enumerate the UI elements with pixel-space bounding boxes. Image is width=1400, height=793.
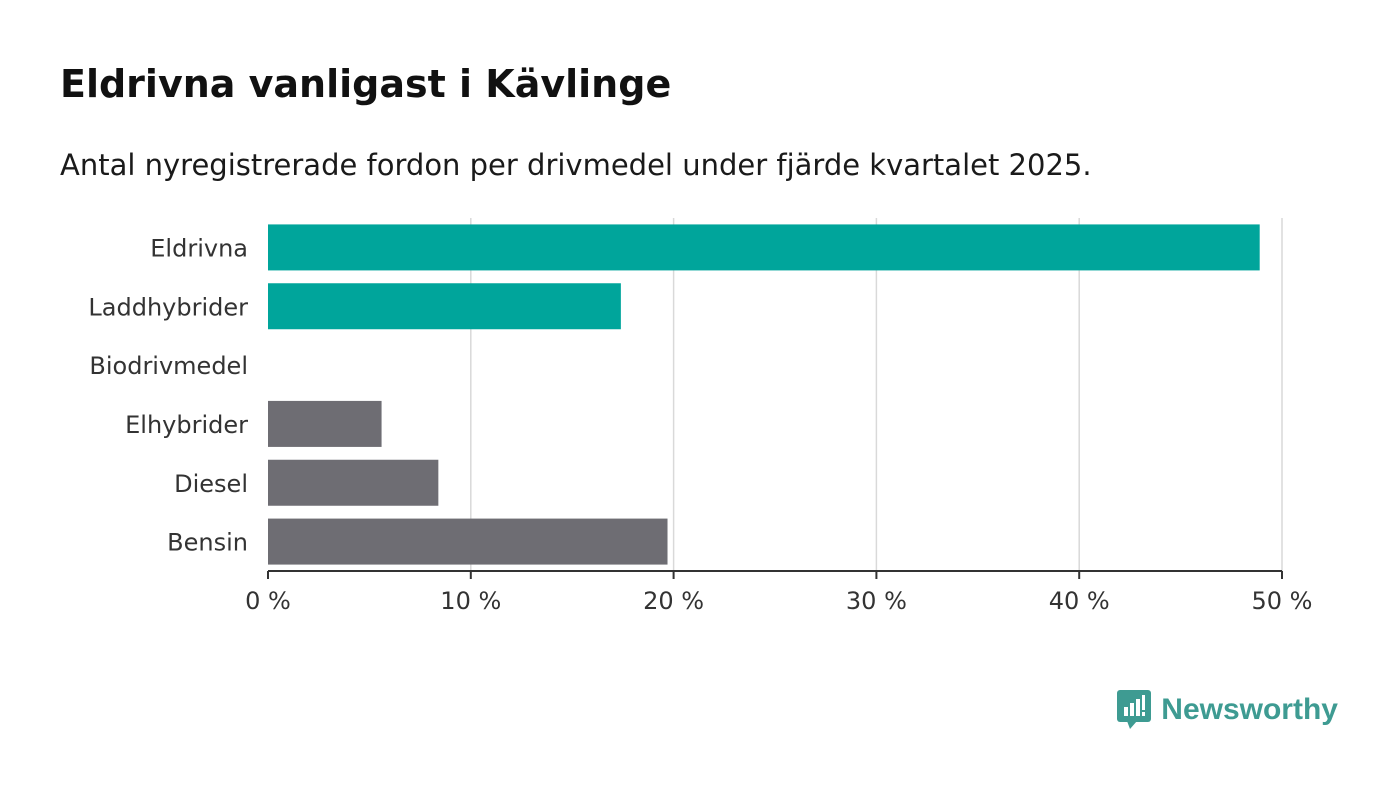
gridlines <box>470 218 1283 571</box>
category-label: Eldrivna <box>150 234 248 262</box>
category-label: Bensin <box>167 529 248 557</box>
category-label: Laddhybrider <box>88 293 248 321</box>
chart-title: Eldrivna vanligast i Kävlinge <box>60 62 672 106</box>
x-tick-label: 0 % <box>245 587 291 615</box>
bar <box>268 518 668 565</box>
newsworthy-logo: Newsworthy <box>1117 690 1338 730</box>
category-label: Elhybrider <box>125 411 248 439</box>
x-axis: 0 % 10 % 20 % 30 % 40 % 50 % <box>245 570 1313 615</box>
x-tick-label: 30 % <box>846 587 907 615</box>
category-label: Diesel <box>174 470 248 498</box>
bar <box>268 224 1260 271</box>
chart-subtitle: Antal nyregistrerade fordon per drivmede… <box>60 148 1092 182</box>
category-labels: Eldrivna Laddhybrider Biodrivmedel Elhybrid… <box>88 234 248 556</box>
newsworthy-logo-icon <box>1117 690 1152 729</box>
bar <box>268 283 621 330</box>
x-tick-label: 50 % <box>1252 587 1313 615</box>
brand-name: Newsworthy <box>1161 693 1338 726</box>
bars <box>268 224 1260 565</box>
category-label: Biodrivmedel <box>89 352 248 380</box>
x-tick-label: 10 % <box>440 587 501 615</box>
x-tick-label: 20 % <box>643 587 704 615</box>
bar <box>268 400 382 447</box>
bar <box>268 459 439 506</box>
x-tick-label: 40 % <box>1049 587 1110 615</box>
